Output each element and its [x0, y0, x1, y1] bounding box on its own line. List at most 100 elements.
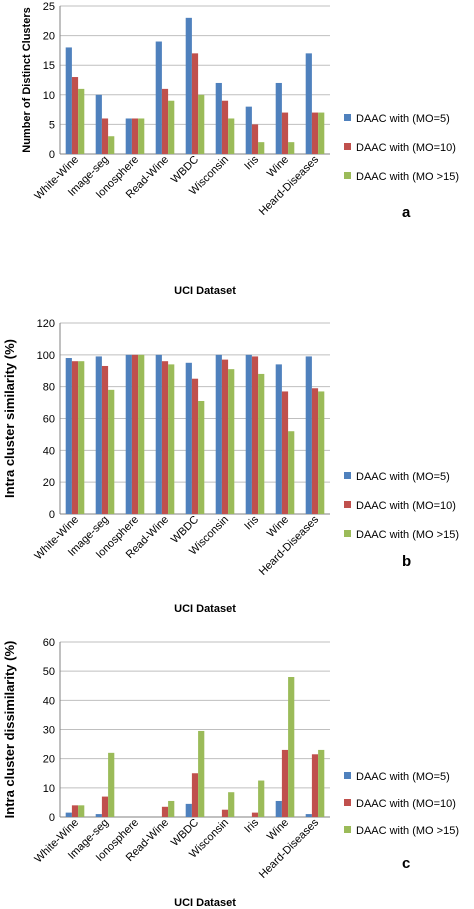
bar-ionosphere-series-2: [131, 354, 139, 514]
bar-iris-series-3: [258, 142, 265, 154]
panel-label: b: [402, 553, 411, 570]
x-category-label: Wine: [265, 817, 291, 843]
bar-read-wine-series-2: [161, 806, 169, 817]
bar-heard-diseases-series-2: [311, 388, 319, 514]
bar-wine-series-2: [281, 391, 289, 514]
bar-heard-diseases-series-1: [305, 53, 312, 154]
bar-wine-series-3: [288, 142, 295, 154]
bar-wbdc-series-1: [185, 362, 192, 514]
y-tick-label: 10: [43, 90, 55, 102]
x-category-label: Iris: [242, 513, 261, 532]
bar-read-wine-series-2: [161, 88, 169, 154]
bar-wbdc-series-1: [185, 17, 192, 155]
x-axis-title: UCI Dataset: [174, 897, 236, 909]
y-tick-label: 40: [43, 695, 55, 707]
legend-swatch: [344, 114, 351, 121]
legend-swatch: [344, 143, 351, 150]
legend-swatch: [344, 172, 351, 179]
bar-read-wine-series-2: [161, 361, 169, 514]
y-tick-label: 30: [43, 725, 55, 737]
chart-b-intra-similarity: 020406080100120White-WineImage-segIonosp…: [2, 318, 459, 615]
bar-wine-series-2: [281, 112, 289, 154]
bar-heard-diseases-series-1: [305, 814, 312, 817]
bar-wbdc-series-2: [191, 53, 199, 154]
legend-swatch: [344, 826, 351, 833]
legend-entry: DAAC with (MO=10): [356, 798, 456, 810]
bar-iris-series-2: [251, 124, 259, 154]
bar-white-wine-series-2: [71, 805, 79, 817]
bar-wisconsin-series-3: [228, 369, 235, 514]
y-tick-label: 100: [37, 350, 55, 362]
bar-wbdc-series-3: [198, 94, 205, 154]
bar-white-wine-series-1: [65, 812, 72, 817]
legend-entry: DAAC with (MO >15): [356, 171, 459, 183]
bar-wisconsin-series-2: [221, 809, 229, 817]
bar-wbdc-series-2: [191, 378, 199, 514]
bar-white-wine-series-2: [71, 77, 79, 154]
x-category-label: Iris: [242, 153, 261, 172]
bar-ionosphere-series-3: [138, 118, 145, 154]
bar-iris-series-3: [258, 373, 265, 514]
bar-read-wine-series-3: [168, 100, 175, 154]
bar-iris-series-1: [245, 354, 252, 514]
bar-wine-series-2: [281, 749, 289, 817]
y-axis-title: Number of Distinct Clusters: [21, 7, 33, 152]
y-tick-label: 5: [49, 119, 55, 131]
bar-white-wine-series-2: [71, 361, 79, 514]
bar-wisconsin-series-1: [215, 354, 222, 514]
bar-iris-series-3: [258, 780, 265, 817]
y-tick-label: 20: [43, 31, 55, 43]
y-tick-label: 0: [49, 149, 55, 161]
x-axis-title: UCI Dataset: [174, 603, 236, 615]
bar-heard-diseases-series-3: [318, 391, 325, 514]
y-tick-label: 120: [37, 318, 55, 330]
bar-image-seg-series-2: [101, 118, 109, 154]
y-tick-label: 20: [43, 477, 55, 489]
y-tick-label: 80: [43, 382, 55, 394]
bar-white-wine-series-3: [78, 88, 85, 154]
y-axis-title: Intra cluster dissimilarity (%): [2, 641, 17, 819]
bar-wine-series-3: [288, 677, 295, 817]
legend-swatch: [344, 472, 351, 479]
y-tick-label: 60: [43, 637, 55, 649]
bar-wbdc-series-3: [198, 730, 205, 817]
bar-white-wine-series-1: [65, 47, 72, 154]
bar-read-wine-series-3: [168, 364, 175, 514]
bar-wisconsin-series-1: [215, 82, 222, 154]
y-tick-label: 40: [43, 445, 55, 457]
x-category-label: Iris: [242, 816, 261, 835]
bar-image-seg-series-2: [101, 365, 109, 514]
bar-wine-series-3: [288, 431, 295, 514]
bar-white-wine-series-3: [78, 361, 85, 514]
legend-swatch: [344, 530, 351, 537]
bar-wisconsin-series-2: [221, 359, 229, 514]
legend-swatch: [344, 501, 351, 508]
bar-white-wine-series-1: [65, 358, 72, 514]
bar-read-wine-series-1: [155, 41, 162, 154]
y-tick-label: 15: [43, 60, 55, 72]
legend-entry: DAAC with (MO >15): [356, 529, 459, 541]
y-axis-title: Intra cluster similarity (%): [2, 339, 17, 498]
bar-heard-diseases-series-1: [305, 356, 312, 514]
bar-image-seg-series-3: [108, 389, 115, 514]
chart-a-distinct-clusters: 0510152025White-WineImage-segIonosphereR…: [21, 1, 459, 297]
bar-wine-series-1: [275, 82, 282, 154]
bar-wisconsin-series-2: [221, 100, 229, 154]
legend-entry: DAAC with (MO=5): [356, 471, 450, 483]
panel-label: a: [402, 204, 411, 221]
bar-read-wine-series-1: [155, 354, 162, 514]
bar-wbdc-series-2: [191, 773, 199, 817]
y-tick-label: 50: [43, 666, 55, 678]
bar-wbdc-series-1: [185, 803, 192, 817]
bar-wisconsin-series-3: [228, 792, 235, 817]
y-tick-label: 0: [49, 509, 55, 521]
legend-swatch: [344, 799, 351, 806]
bar-image-seg-series-1: [95, 814, 102, 817]
bar-wisconsin-series-3: [228, 118, 235, 154]
x-category-label: Wine: [265, 514, 291, 540]
bar-image-seg-series-1: [95, 356, 102, 514]
bar-heard-diseases-series-2: [311, 112, 319, 154]
bar-heard-diseases-series-3: [318, 749, 325, 817]
bar-image-seg-series-2: [101, 796, 109, 817]
